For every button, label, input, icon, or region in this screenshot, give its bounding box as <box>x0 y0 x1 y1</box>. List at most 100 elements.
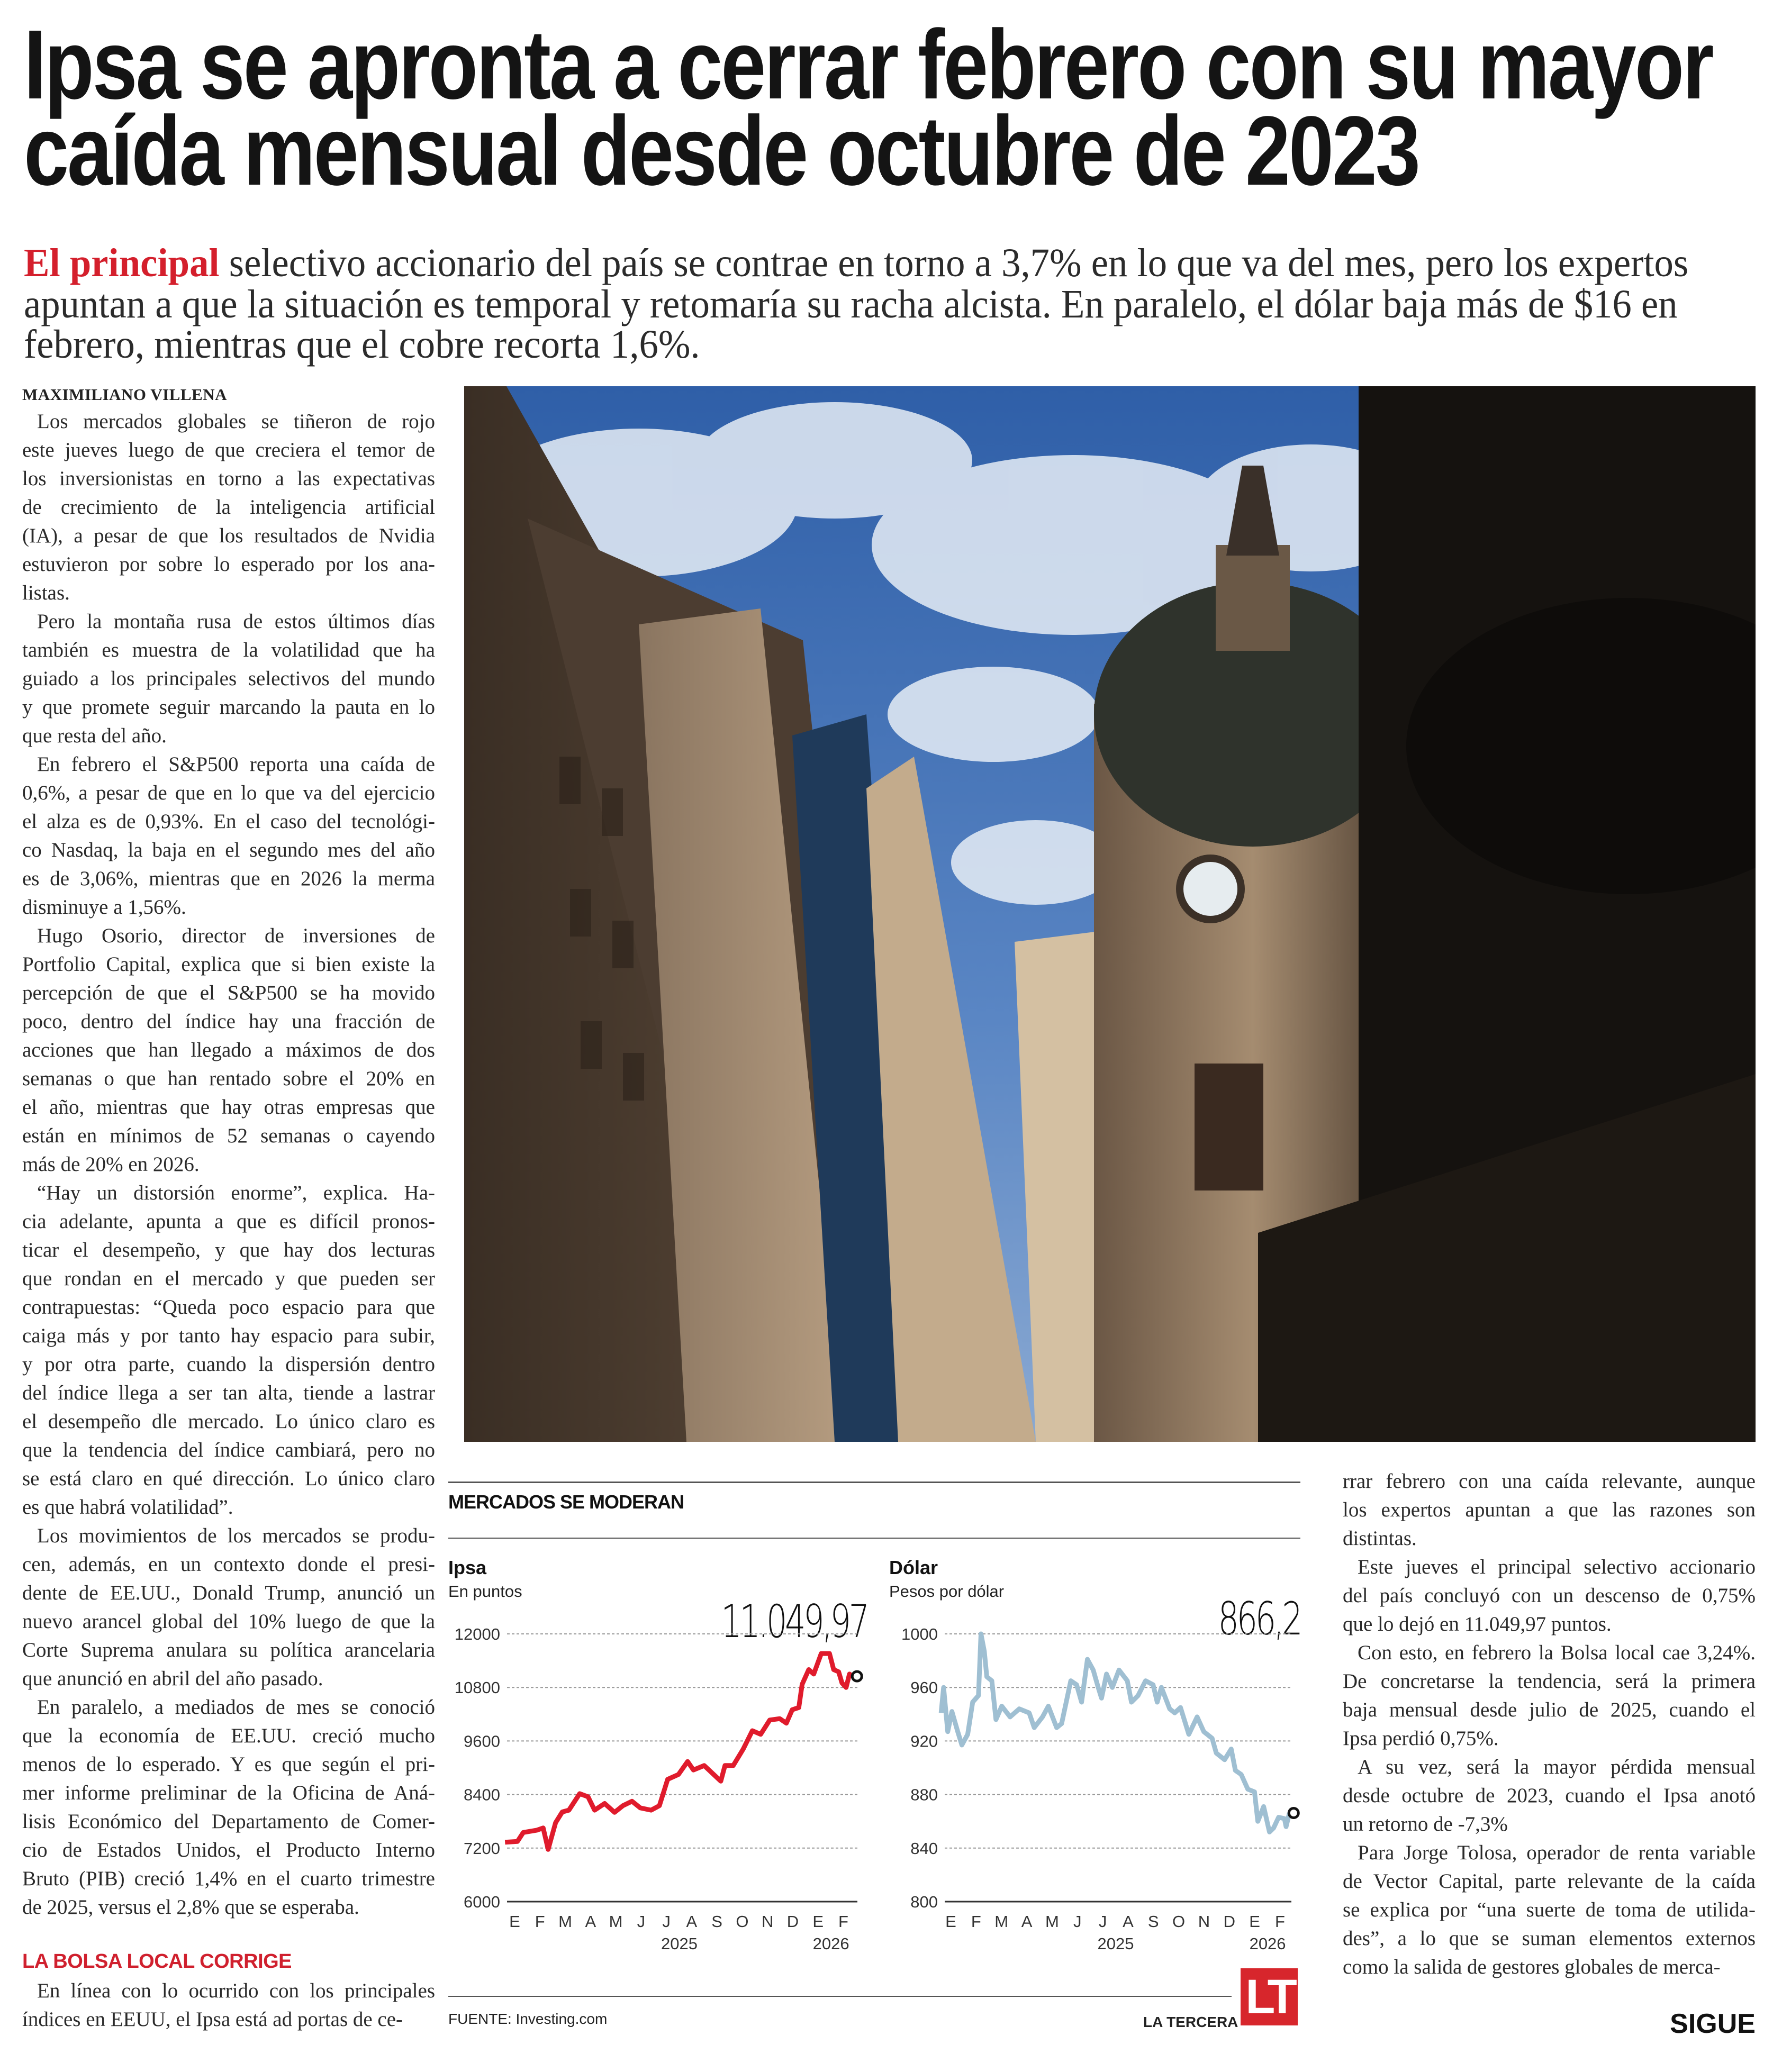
paragraph-line: como la salida de gestores globales de m… <box>1343 1956 1721 1978</box>
paragraph-line: dente de EE.UU., Donald Trump, anunció u… <box>22 1582 435 1604</box>
dolar-latest-value: 866,2 <box>1218 1593 1302 1646</box>
x-tick-label: J <box>1099 1912 1108 1931</box>
y-tick-label: 960 <box>910 1678 938 1697</box>
x-tick-label: A <box>585 1912 596 1931</box>
paragraph-line: mer informe preliminar de la Oficina de … <box>22 1782 435 1804</box>
paragraph-line: que anunció en abril del año pasado. <box>22 1667 323 1690</box>
y-tick-label: 8400 <box>464 1786 500 1804</box>
paragraph-line: Portfolio Capital, explica que si bien e… <box>22 953 435 976</box>
paragraph-line: de crecimiento de la inteligencia artifi… <box>22 496 435 519</box>
x-tick-label: M <box>609 1912 623 1931</box>
paragraph-line: ticar el desempeño, y que hay dos lectur… <box>22 1239 435 1261</box>
x-tick-label: E <box>812 1912 824 1931</box>
paragraph-line: Para Jorge Tolosa, operador de renta var… <box>1358 1841 1756 1864</box>
x-tick-label: F <box>971 1912 982 1931</box>
left-column: Los mercados globales se tiñeron de rojo… <box>22 407 435 1922</box>
paragraph-line: Pero la montaña rusa de estos últimos dí… <box>37 610 435 633</box>
logo-text: LT <box>1245 1970 1297 2024</box>
photo-santiago-stock-exchange-building <box>464 386 1756 1442</box>
x-tick-label: O <box>1172 1912 1186 1931</box>
byline: MAXIMILIANO VILLENA <box>22 385 227 404</box>
paragraph-line: este jueves luego de que creciera el tem… <box>22 439 435 461</box>
paragraph-line: del país concluyó con un descenso de 0,7… <box>1343 1584 1756 1607</box>
year-label: 2026 <box>1250 1934 1286 1953</box>
source-note: FUENTE: Investing.com <box>448 2011 608 2027</box>
y-tick-label: 7200 <box>464 1839 500 1858</box>
year-label: 2025 <box>1098 1934 1134 1953</box>
paragraph-line: Con esto, en febrero la Bolsa local cae … <box>1358 1641 1756 1664</box>
paragraph-line: contrapuestas: “Queda poco espacio para … <box>22 1296 435 1319</box>
latest-point-marker <box>851 1670 863 1683</box>
y-tick-label: 920 <box>910 1732 938 1750</box>
paragraph-line: de 2025, versus el 2,8% que se esperaba. <box>22 1896 359 1919</box>
paragraph-line: des”, a lo que se suman elementos extern… <box>1343 1927 1756 1950</box>
paragraph-line: el desempeño dle mercado. Lo único claro… <box>22 1410 435 1433</box>
paragraph-line: que lo dejó en 11.049,97 puntos. <box>1343 1613 1612 1635</box>
paragraph-line: acciones que han llegado a máximos de do… <box>22 1039 435 1061</box>
x-tick-label: S <box>1148 1912 1160 1931</box>
y-tick-label: 10800 <box>455 1678 500 1697</box>
x-tick-label: M <box>994 1912 1009 1931</box>
paragraph-line: Hugo Osorio, director de inversiones de <box>37 924 435 947</box>
paragraph-line: se está claro en qué dirección. Lo único… <box>22 1467 435 1490</box>
paragraph-line: menos de lo esperado. Y es que según el … <box>22 1753 435 1776</box>
paragraph-line: En febrero el S&P500 reporta una caída d… <box>37 753 435 776</box>
paragraph-line: En línea con lo ocurrido con los princip… <box>37 1979 435 2002</box>
x-tick-label: A <box>1123 1912 1134 1931</box>
x-tick-label: E <box>509 1912 521 1931</box>
paragraph-line: 0,6%, a pesar de que en lo que va del ej… <box>22 781 435 804</box>
paragraph-line: los expertos apuntan a que las razones s… <box>1343 1498 1756 1521</box>
subtitle-lead: El principal <box>24 241 220 285</box>
x-tick-label: A <box>686 1912 698 1931</box>
latest-point-marker <box>1287 1807 1300 1820</box>
paragraph-line: es que habrá volatilidad”. <box>22 1496 233 1519</box>
y-tick-label: 1000 <box>901 1625 938 1643</box>
x-tick-label: J <box>1073 1912 1082 1931</box>
paragraph-line: también es muestra de la volatilidad que… <box>22 639 435 661</box>
paragraph-line: los inversionistas en torno a las expect… <box>22 467 435 490</box>
paragraph-line: Ipsa perdió 0,75%. <box>1343 1727 1499 1750</box>
subtitle-line-2: apuntan a que la situación es temporal y… <box>24 282 1678 326</box>
y-tick-label: 880 <box>910 1786 938 1804</box>
paragraph-line: disminuye a 1,56%. <box>22 896 186 919</box>
x-tick-label: E <box>1249 1912 1261 1931</box>
y-tick-label: 6000 <box>464 1893 500 1911</box>
paragraph-line: A su vez, será la mayor pérdida mensual <box>1358 1756 1756 1778</box>
subtitle-text: selectivo accionario del país se contrae… <box>219 241 1689 285</box>
subtitle-line-1: El principal selectivo accionario del pa… <box>24 242 1688 284</box>
brand-name: LA TERCERA <box>1143 2014 1238 2030</box>
paragraph-line: cio de Estados Unidos, el Producto Inter… <box>22 1839 435 1861</box>
continue-label[interactable]: SIGUE <box>1670 2009 1756 2039</box>
x-tick-label: D <box>787 1912 799 1931</box>
dolar-chart-unit: Pesos por dólar <box>889 1582 1005 1601</box>
x-tick-label: E <box>945 1912 957 1931</box>
x-tick-label: F <box>838 1912 849 1931</box>
ipsa-chart-title: Ipsa <box>448 1557 487 1578</box>
section-subhead: LA BOLSA LOCAL CORRIGE <box>22 1950 292 1973</box>
paragraph-line: distintas. <box>1343 1527 1417 1550</box>
x-tick-label: M <box>1045 1912 1060 1931</box>
x-tick-label: J <box>637 1912 646 1931</box>
paragraph-line: cia adelante, apunta a que es difícil pr… <box>22 1210 435 1233</box>
paragraph-line: estuvieron por sobre lo esperado por los… <box>22 553 435 576</box>
ipsa-latest-value: 11.049,97 <box>721 1595 870 1648</box>
paragraph-line: índices en EEUU, el Ipsa está ad portas … <box>22 2008 403 2031</box>
paragraph-line: nuevo arancel global del 10% luego de qu… <box>22 1610 435 1633</box>
infographic-title: MERCADOS SE MODERAN <box>448 1491 684 1513</box>
x-tick-label: S <box>711 1912 723 1931</box>
paragraph-line: están en mínimos de 52 semanas o cayendo <box>22 1124 435 1147</box>
paragraph-line: (IA), a pesar de que los resultados de N… <box>22 524 435 547</box>
paragraph-line: En paralelo, a mediados de mes se conoci… <box>37 1696 435 1719</box>
paragraph-line: el año, mientras que hay otras empresas … <box>22 1096 435 1119</box>
paragraph-line: De concretarse la tendencia, será la pri… <box>1343 1670 1756 1693</box>
year-label: 2026 <box>813 1934 849 1953</box>
y-tick-label: 800 <box>910 1893 938 1911</box>
ipsa-chart-unit: En puntos <box>448 1582 522 1601</box>
subtitle-line-3: febrero, mientras que el cobre recorta 1… <box>24 322 700 367</box>
paragraph-line: Este jueves el principal selectivo accio… <box>1358 1556 1756 1578</box>
paragraph-line: percepción de que el S&P500 se ha movido <box>22 982 435 1004</box>
paragraph-line: Los movimientos de los mercados se produ… <box>37 1524 435 1547</box>
paragraph-line: y por otra parte, cuando la dispersión d… <box>22 1353 435 1376</box>
right-column: rrar febrero con una caída relevante, au… <box>1343 1467 1756 1982</box>
